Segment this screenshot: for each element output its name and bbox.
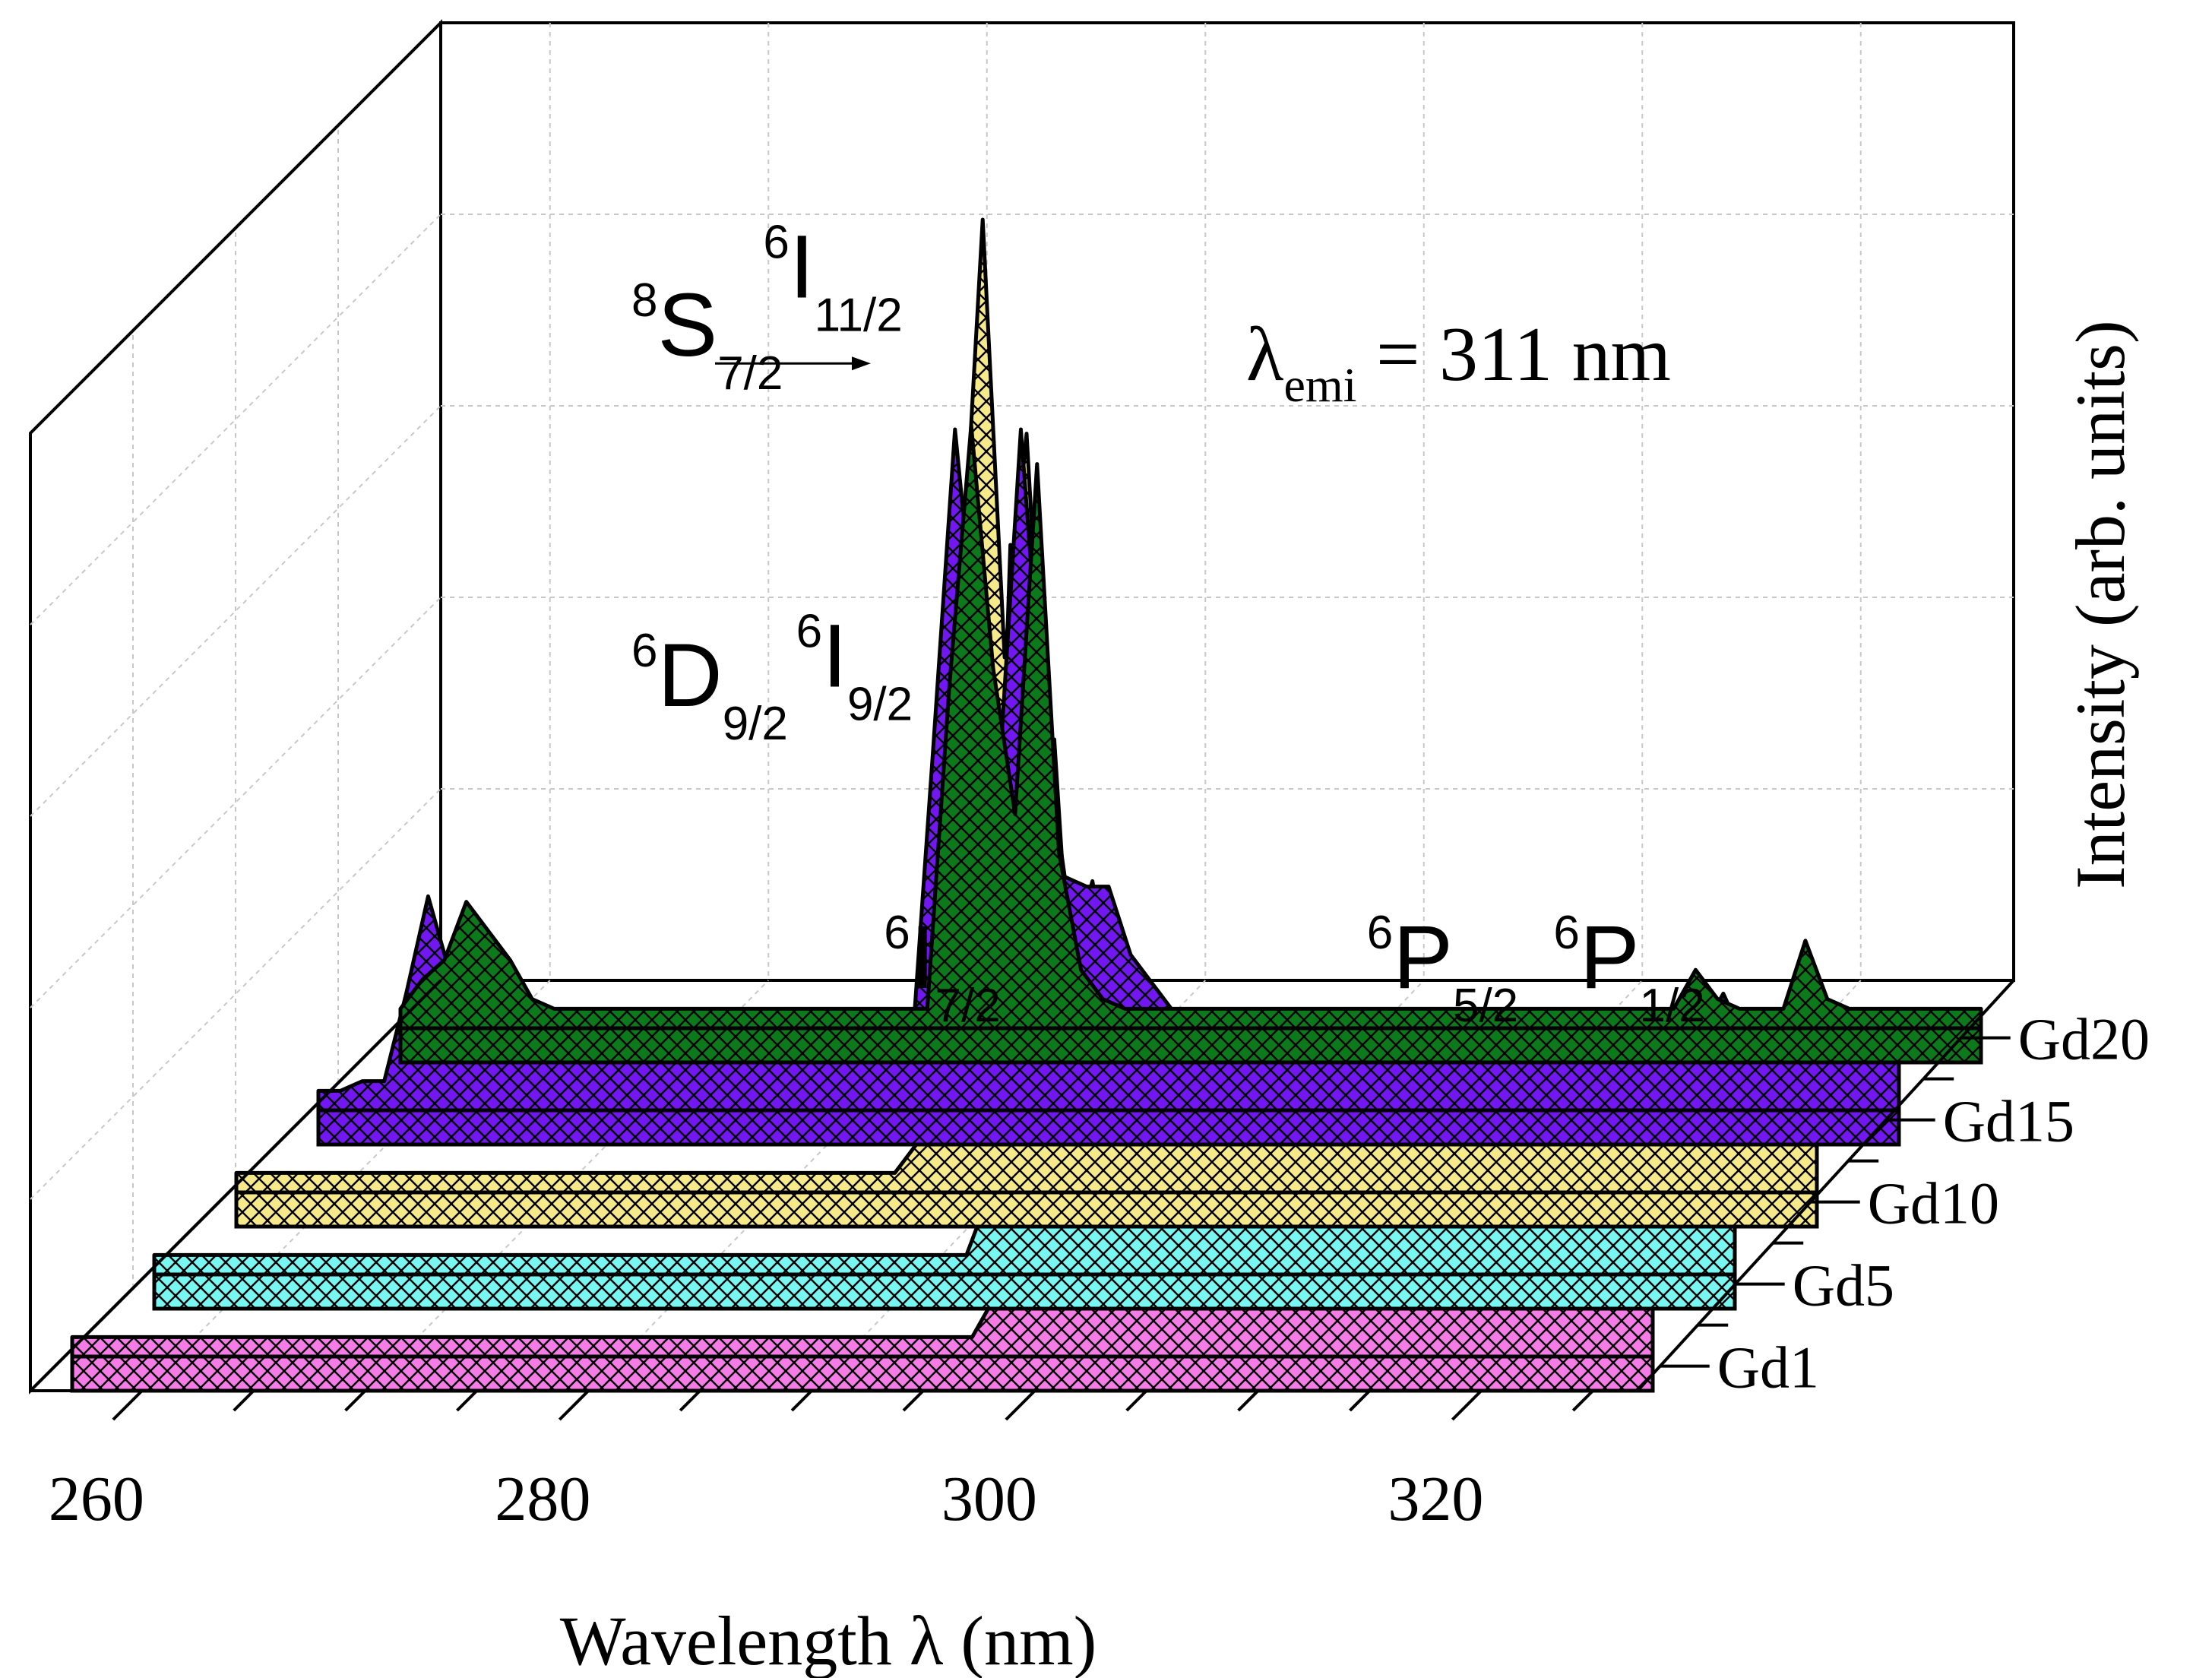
x-major-tick: [1005, 1389, 1036, 1421]
axes: 260 280 300 320 Gd20 Gd15 Gd10 Gd5 Gd1: [29, 979, 2150, 1534]
term-multiplicity: 6: [631, 625, 657, 677]
x-tick-label: 280: [495, 1464, 590, 1534]
x-minor-tick: [1571, 1389, 1594, 1412]
term-letter: I: [910, 907, 935, 1008]
x-tick-label: 320: [1388, 1464, 1483, 1534]
y-axis-title: Intensity (arb. units): [2062, 320, 2139, 889]
term-j-value: 9/2: [723, 698, 788, 750]
transition-p-5-2: 6P5/2: [1367, 907, 1518, 1032]
term-letter: P: [1580, 907, 1640, 1008]
series-surface-hatch: [398, 423, 1983, 1031]
series-label-gd20: Gd20: [2018, 1006, 2150, 1072]
term-multiplicity: 8: [631, 274, 657, 327]
x-minor-tick: [344, 1389, 367, 1412]
x-tick-label: 260: [49, 1464, 144, 1534]
series-label-gd10: Gd10: [1868, 1170, 1999, 1236]
transition-i-11-2: 6I11/2: [763, 216, 902, 341]
term-multiplicity: 6: [884, 907, 910, 959]
series-surface: [400, 425, 1981, 1028]
left-grid-h: [30, 788, 441, 1200]
term-letter: D: [657, 625, 722, 726]
x-minor-tick: [1237, 1389, 1260, 1412]
transition-arrow-head: [852, 356, 871, 371]
x-minor-tick: [1125, 1389, 1148, 1412]
lambda-value: = 311 nm: [1356, 312, 1671, 397]
x-minor-tick: [456, 1389, 478, 1412]
intensity-axis: Intensity (arb. units): [2062, 320, 2139, 889]
x-major-tick: [112, 1389, 144, 1421]
series-gd20: [398, 423, 1983, 1065]
x-minor-tick: [1349, 1389, 1371, 1412]
term-multiplicity: 6: [1553, 907, 1579, 959]
transition-i-7-2: 6I7/2: [884, 907, 1000, 1032]
x-major-tick: [558, 1389, 590, 1421]
transition-p-1-2: 6P1/2: [1553, 907, 1704, 1032]
lambda-symbol: λ: [1246, 312, 1283, 397]
x-minor-tick: [790, 1389, 813, 1412]
series-label-gd15: Gd15: [1943, 1088, 2074, 1154]
series-label-gd5: Gd5: [1793, 1252, 1894, 1319]
series-slab-hatch: [234, 1190, 1819, 1229]
term-letter: S: [657, 275, 717, 375]
term-letter: P: [1393, 907, 1453, 1008]
term-letter: I: [822, 606, 847, 706]
series-label-gd1: Gd1: [1717, 1334, 1819, 1401]
transition-d-9-2: 6D9/2: [631, 625, 788, 750]
term-j-value: 5/2: [1453, 980, 1518, 1032]
transition-i-9-2: 6I9/2: [796, 605, 913, 730]
term-multiplicity: 6: [796, 605, 822, 657]
lambda-subscript: emi: [1283, 358, 1356, 412]
left-grid-h: [30, 597, 441, 1008]
term-j-value: 9/2: [847, 678, 913, 730]
term-multiplicity: 6: [763, 216, 789, 268]
x-axis-title: Wavelength λ (nm): [560, 1602, 1097, 1678]
transition-s-7-2: 8S7/2: [631, 274, 783, 400]
x-minor-tick: [679, 1389, 701, 1412]
x-minor-tick: [233, 1389, 255, 1412]
x-minor-tick: [902, 1389, 925, 1412]
term-multiplicity: 6: [1367, 907, 1393, 959]
x-tick-label: 300: [941, 1464, 1037, 1534]
series-slab-hatch: [152, 1272, 1737, 1311]
depth-axis-line: [29, 979, 442, 1392]
right-depth-line: [1636, 979, 2015, 1392]
back-wall: [439, 21, 2015, 982]
series-layer: [70, 217, 1983, 1393]
term-j-value: 7/2: [717, 347, 783, 400]
excitation-annotation: λemi = 311 nm: [1246, 312, 1671, 412]
left-grid-h: [30, 214, 441, 625]
series-slab-hatch: [398, 1026, 1983, 1065]
term-j-value: 1/2: [1640, 980, 1705, 1032]
left-grid-h: [30, 405, 441, 817]
term-j-value: 11/2: [815, 289, 903, 341]
term-j-value: 7/2: [935, 980, 1001, 1032]
series-slab-hatch: [70, 1354, 1655, 1393]
x-major-tick: [1451, 1389, 1483, 1421]
series-slab-hatch: [316, 1108, 1901, 1147]
term-letter: I: [790, 217, 815, 317]
series-gd5: [152, 543, 1737, 1311]
